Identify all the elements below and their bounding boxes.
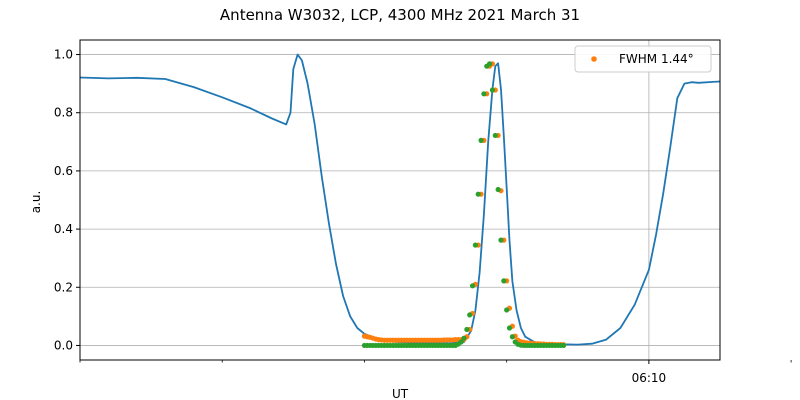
series-layer [80, 53, 720, 349]
measured-point [492, 132, 498, 139]
legend: FWHM 1.44° [574, 45, 712, 73]
measured-point [469, 283, 476, 289]
scan-line [80, 53, 720, 346]
measured-point [467, 312, 473, 318]
legend-marker [591, 56, 597, 62]
y-axis-label: a.u. [29, 191, 43, 214]
measured-point [506, 325, 513, 331]
measured-point [498, 237, 504, 243]
y-tick-label: 0.0 [54, 338, 73, 352]
legend-box [574, 45, 712, 73]
measured-point [475, 191, 481, 197]
measured-point [461, 335, 467, 341]
y-tick-label: 0.8 [54, 106, 73, 120]
x-tick-label: 06:10 [632, 371, 667, 385]
measured-point [481, 91, 487, 97]
y-tick-label: 0.4 [54, 222, 73, 236]
measured-point [464, 326, 470, 333]
x-axis-ticks: 06:10 [79, 360, 792, 385]
y-tick-label: 0.6 [54, 164, 73, 178]
chart-title: Antenna W3032, LCP, 4300 MHz 2021 March … [220, 6, 580, 24]
measured-point [495, 186, 501, 193]
y-tick-label: 1.0 [54, 48, 73, 62]
x-axis-label: UT [392, 387, 409, 400]
measured-point [487, 61, 493, 67]
measured-point [472, 242, 478, 248]
plot-frame [79, 39, 721, 361]
measured-point [509, 334, 515, 340]
legend-label: FWHM 1.44° [619, 52, 694, 66]
measured-point [478, 137, 484, 143]
measured-point [458, 339, 464, 345]
measured-point [504, 307, 510, 313]
measured-point [489, 87, 496, 93]
grid [80, 40, 720, 360]
measured-point [560, 342, 567, 349]
y-tick-label: 0.2 [54, 280, 73, 294]
measured-point [501, 278, 507, 284]
y-axis-ticks: 0.0 0.2 0.4 0.6 0.8 1.0 [54, 48, 80, 352]
